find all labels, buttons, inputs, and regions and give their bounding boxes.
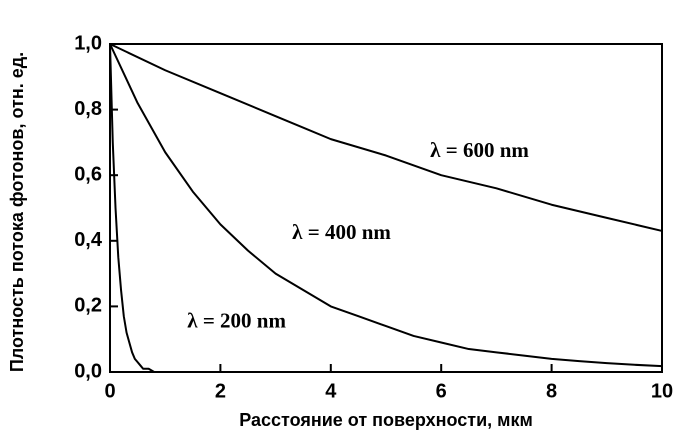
- x-tick-label: 0: [104, 380, 115, 402]
- line: [109, 43, 663, 232]
- x-tick-label: 6: [436, 380, 447, 402]
- line: [109, 43, 662, 373]
- x-tick-label: 8: [546, 380, 557, 402]
- y-tick-label: 0,4: [74, 229, 103, 251]
- x-tick-label: 10: [651, 380, 673, 402]
- annotation: λ = 600 nm: [430, 138, 529, 162]
- y-axis-label: Плотность потока фотонов, отн. ед.: [7, 52, 27, 372]
- y-tick-label: 0,2: [74, 295, 102, 317]
- y-tick-label: 0,6: [74, 163, 102, 185]
- y-tick-label: 0,8: [74, 98, 102, 120]
- annotation: λ = 200 nm: [187, 309, 286, 333]
- x-axis-label: Расстояние от поверхности, мкм: [239, 410, 533, 430]
- y-tick-label: 1,0: [74, 32, 102, 54]
- line: [109, 43, 663, 368]
- x-tick-label: 2: [215, 380, 226, 402]
- y-tick-label: 0,0: [74, 360, 102, 382]
- x-tick-label: 4: [325, 380, 337, 402]
- annotation: λ = 400 nm: [292, 220, 391, 244]
